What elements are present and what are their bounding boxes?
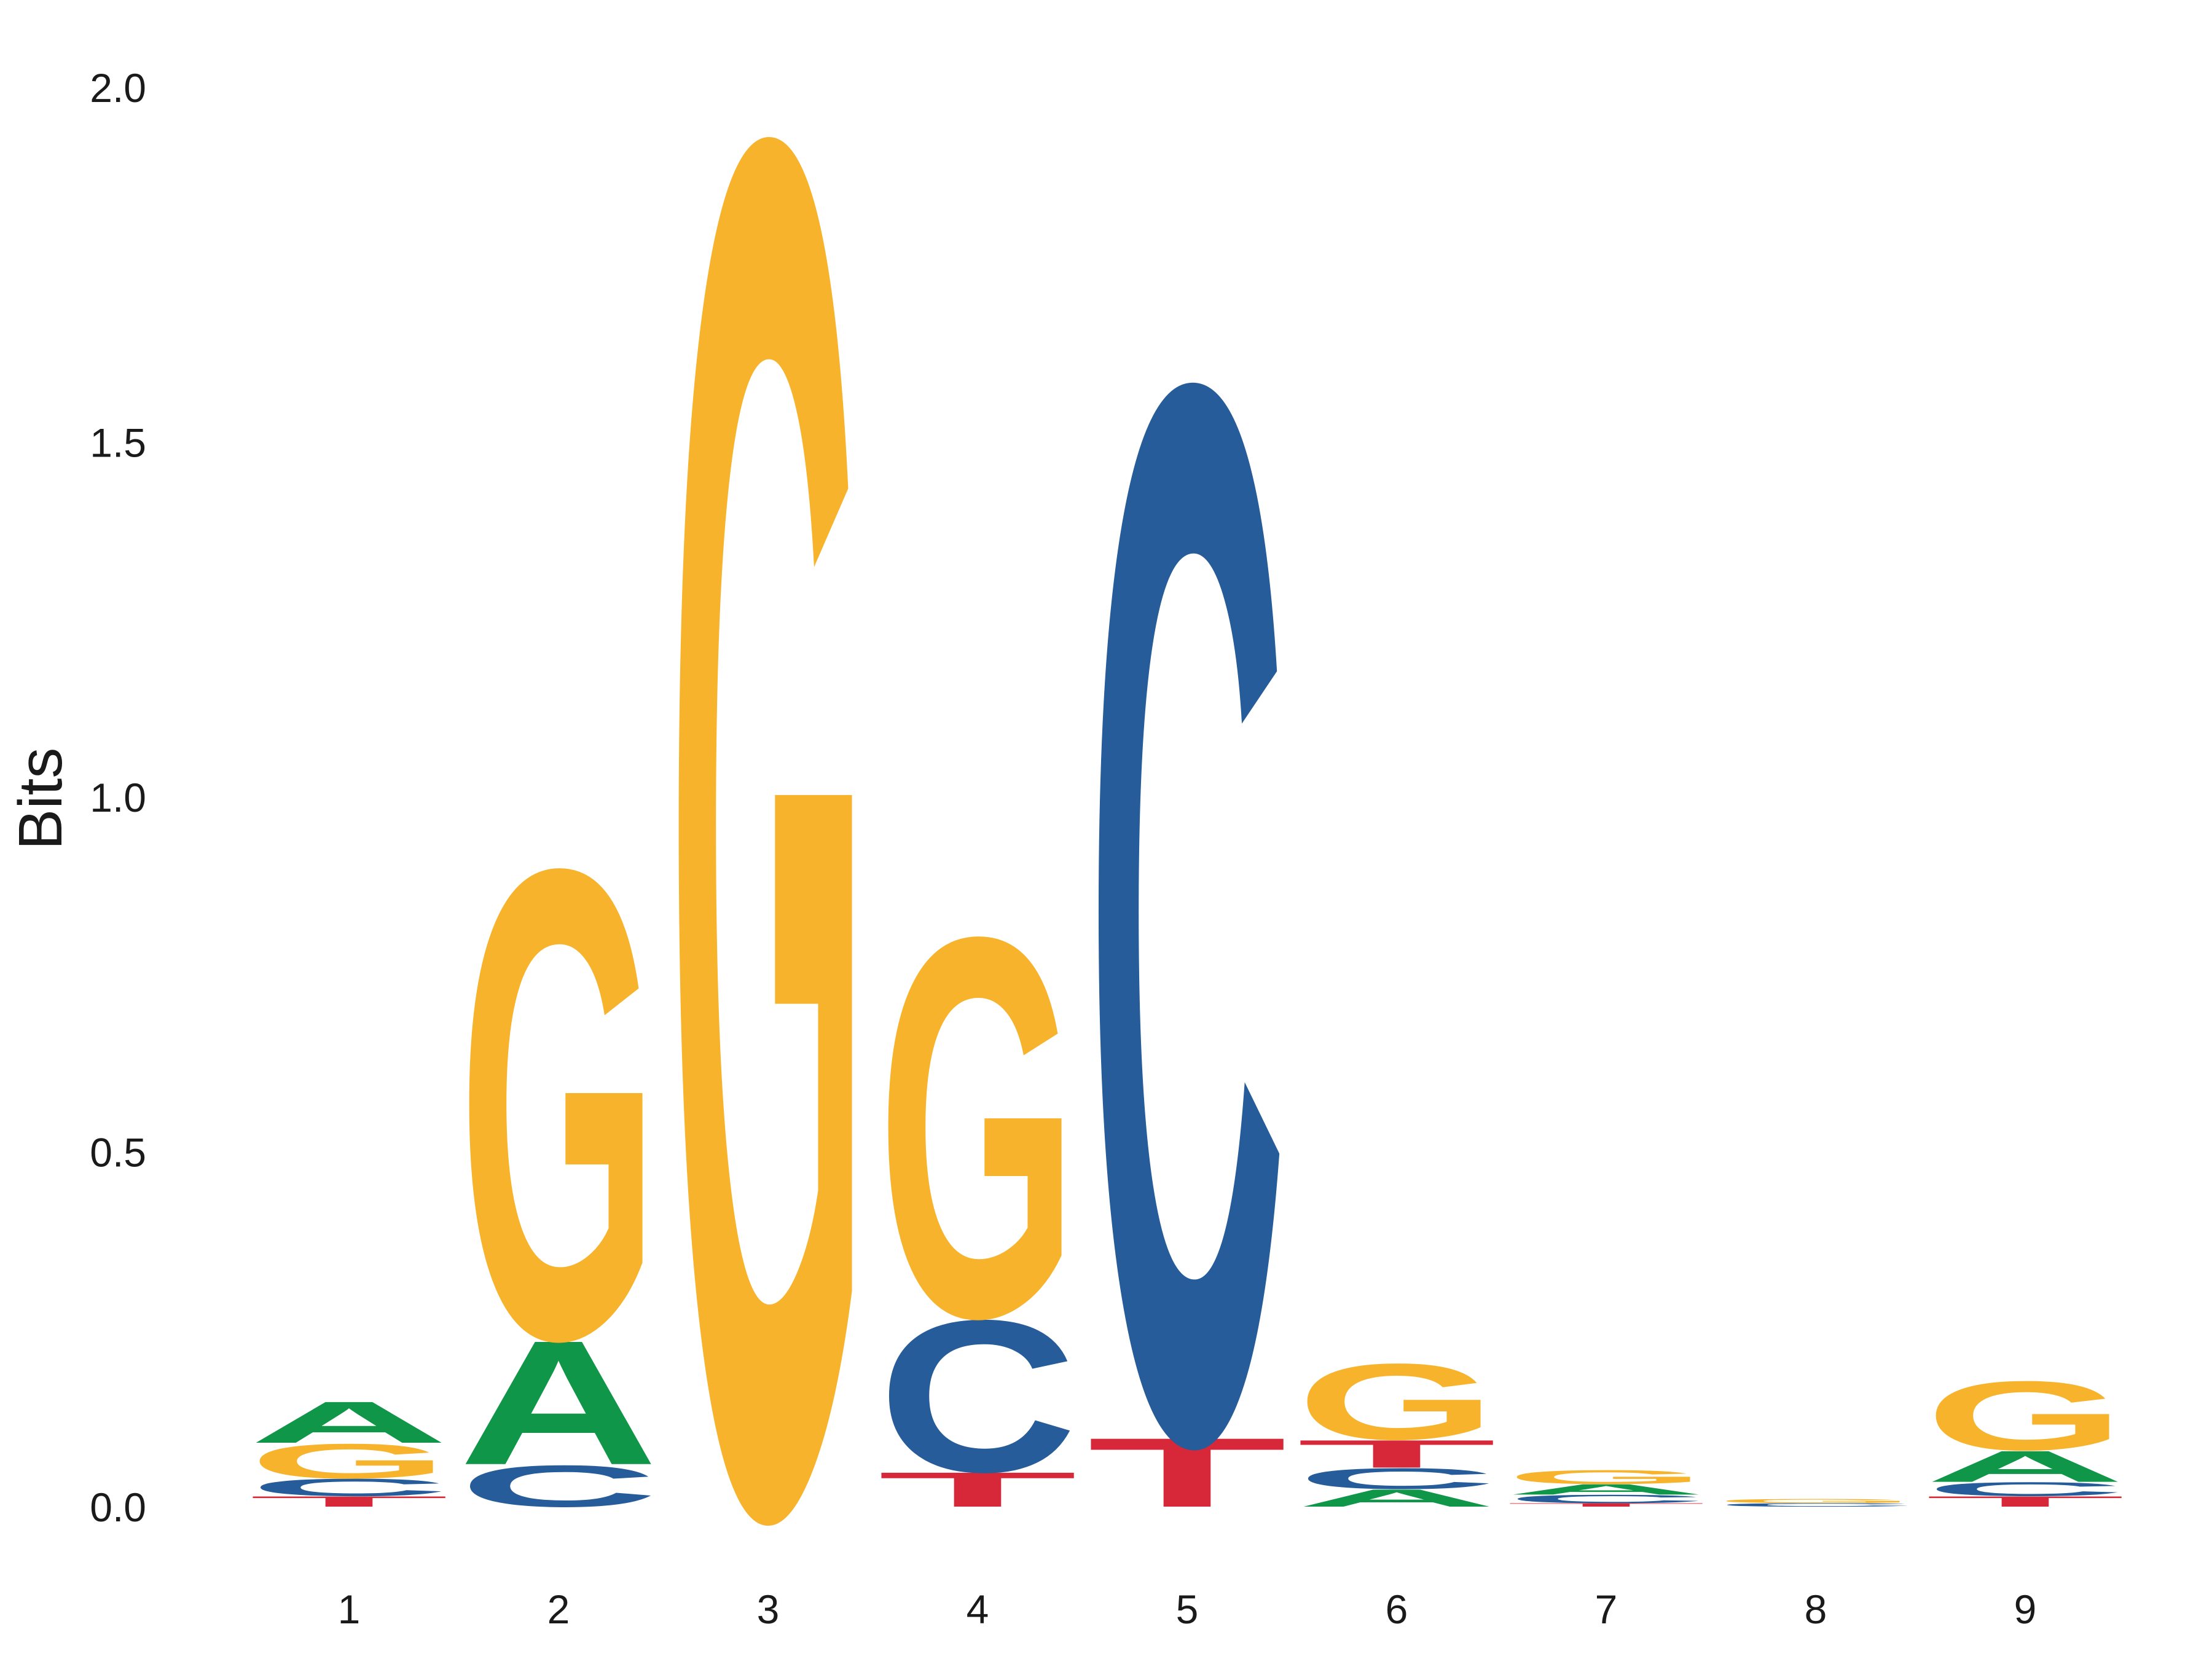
x-tick-label: 5 <box>1176 1586 1199 1632</box>
y-axis-title: Bits <box>6 748 75 850</box>
position-stack-8: CG <box>1716 1498 1916 1508</box>
letter-g-glyph: G <box>878 825 1078 1430</box>
letter-c-glyph: C <box>459 1453 659 1520</box>
x-tick-label: 8 <box>1805 1586 1827 1632</box>
letter-g-glyph: G <box>249 1433 449 1489</box>
letter-g-glyph: G <box>1926 1361 2125 1471</box>
letter-t-glyph: T <box>1088 1418 1287 1528</box>
letter-t-glyph: T <box>249 1493 449 1510</box>
position-stack-3: G <box>669 0 868 1659</box>
letter-c-glyph: C <box>1926 1478 2125 1500</box>
y-tick-label: 1.0 <box>90 775 146 820</box>
letter-a-glyph: A <box>1926 1441 2125 1491</box>
x-tick-label: 6 <box>1386 1586 1408 1632</box>
position-stack-4: TCG <box>878 825 1078 1518</box>
y-tick-label: 2.0 <box>90 65 146 111</box>
x-tick-label: 1 <box>338 1586 361 1632</box>
letter-a-glyph: A <box>1507 1481 1706 1498</box>
letter-a-glyph: A <box>459 1304 659 1502</box>
x-tick-label: 7 <box>1595 1586 1618 1632</box>
letter-c-glyph: C <box>1088 71 1287 1659</box>
letter-c-glyph: C <box>1716 1502 1916 1508</box>
x-tick-label: 2 <box>547 1586 570 1632</box>
letter-g-glyph: G <box>669 0 868 1659</box>
y-tick-label: 0.5 <box>90 1130 146 1175</box>
x-tick-label: 9 <box>2014 1586 2037 1632</box>
letter-c-glyph: C <box>1507 1492 1706 1505</box>
position-stack-2: CAG <box>459 730 659 1519</box>
letter-g-glyph: G <box>1297 1341 1497 1462</box>
letter-c-glyph: C <box>1297 1462 1497 1496</box>
y-tick-label: 1.5 <box>90 420 146 466</box>
letter-g-glyph: G <box>1507 1466 1706 1488</box>
letter-c-glyph: C <box>878 1275 1078 1517</box>
x-axis: 1 2 3 4 5 6 7 8 9 <box>338 1586 2037 1632</box>
letter-t-glyph: T <box>878 1462 1078 1517</box>
x-tick-label: 3 <box>757 1586 780 1632</box>
letter-t-glyph: T <box>1507 1502 1706 1508</box>
letter-t-glyph: T <box>1926 1493 2125 1510</box>
letter-a-glyph: A <box>249 1389 449 1456</box>
letter-t-glyph: T <box>1297 1432 1497 1477</box>
letter-a-glyph: A <box>1297 1484 1497 1512</box>
y-axis: 0.0 0.5 1.0 1.5 2.0 <box>90 65 146 1530</box>
y-tick-label: 0.0 <box>90 1484 146 1530</box>
x-tick-label: 4 <box>967 1586 989 1632</box>
letter-g-glyph: G <box>1716 1498 1916 1505</box>
letter-g-glyph: G <box>459 730 659 1479</box>
position-stack-5: TC <box>1088 71 1287 1659</box>
letter-c-glyph: C <box>249 1473 449 1501</box>
